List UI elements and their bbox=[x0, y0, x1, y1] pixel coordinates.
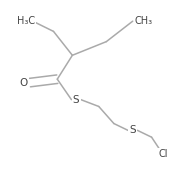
Text: CH₃: CH₃ bbox=[135, 16, 153, 26]
Text: S: S bbox=[73, 95, 79, 105]
Text: Cl: Cl bbox=[158, 149, 168, 159]
Text: S: S bbox=[129, 125, 136, 135]
Text: H₃C: H₃C bbox=[17, 16, 35, 26]
Text: O: O bbox=[19, 78, 27, 88]
